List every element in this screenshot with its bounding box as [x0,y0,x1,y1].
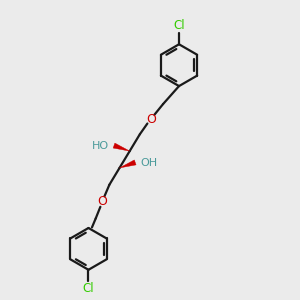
Text: OH: OH [140,158,158,168]
Polygon shape [119,160,136,168]
Polygon shape [113,143,130,151]
Text: O: O [97,195,107,208]
Text: Cl: Cl [173,19,185,32]
Text: O: O [146,113,156,126]
Text: HO: HO [92,141,109,151]
Text: Cl: Cl [83,282,94,295]
